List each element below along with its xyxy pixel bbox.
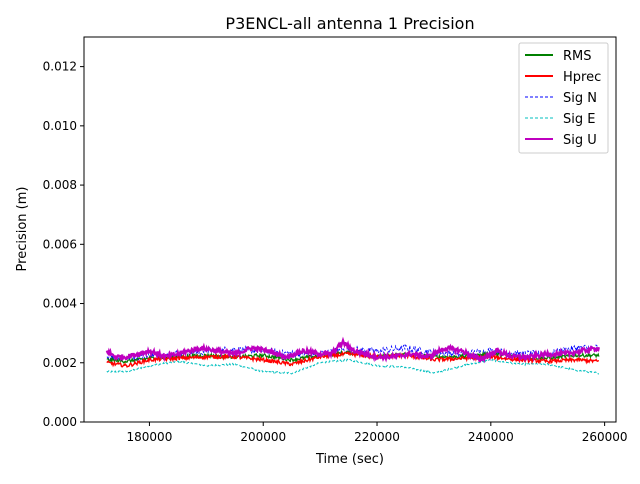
legend-label: RMS bbox=[563, 49, 592, 64]
y-tick-label: 0.010 bbox=[43, 119, 77, 133]
series-layer bbox=[105, 336, 600, 375]
legend-label: Sig E bbox=[563, 112, 595, 127]
y-tick-label: 0.006 bbox=[43, 237, 77, 251]
y-tick-label: 0.008 bbox=[43, 178, 77, 192]
x-tick-label: 220000 bbox=[354, 430, 400, 444]
series-line-sig-u bbox=[105, 336, 600, 364]
tick-layer: 180000 200000 220000 240000 260000 0.000 0.002… bbox=[43, 60, 628, 444]
legend-label: Sig U bbox=[563, 133, 597, 148]
plot-frame bbox=[83, 36, 617, 423]
y-tick-label: 0.004 bbox=[43, 297, 77, 311]
chart-title: P3ENCL-all antenna 1 Precision bbox=[225, 14, 474, 33]
y-tick-label: 0.002 bbox=[43, 356, 77, 370]
y-tick-label: 0.000 bbox=[43, 415, 77, 429]
y-axis-label: Precision (m) bbox=[15, 187, 30, 272]
legend: RMS Hprec Sig N Sig E Sig U bbox=[518, 42, 609, 154]
series-line-sig-e bbox=[106, 358, 599, 375]
legend-box bbox=[518, 42, 609, 154]
legend-label: Sig N bbox=[563, 91, 597, 106]
legend-label: Hprec bbox=[563, 70, 601, 85]
x-tick-label: 200000 bbox=[240, 430, 286, 444]
x-tick-label: 260000 bbox=[582, 430, 628, 444]
series-line-hprec bbox=[106, 350, 599, 368]
x-tick-label: 180000 bbox=[127, 430, 173, 444]
y-tick-label: 0.012 bbox=[43, 60, 77, 74]
x-axis-label: Time (sec) bbox=[315, 452, 384, 467]
x-tick-label: 240000 bbox=[468, 430, 514, 444]
